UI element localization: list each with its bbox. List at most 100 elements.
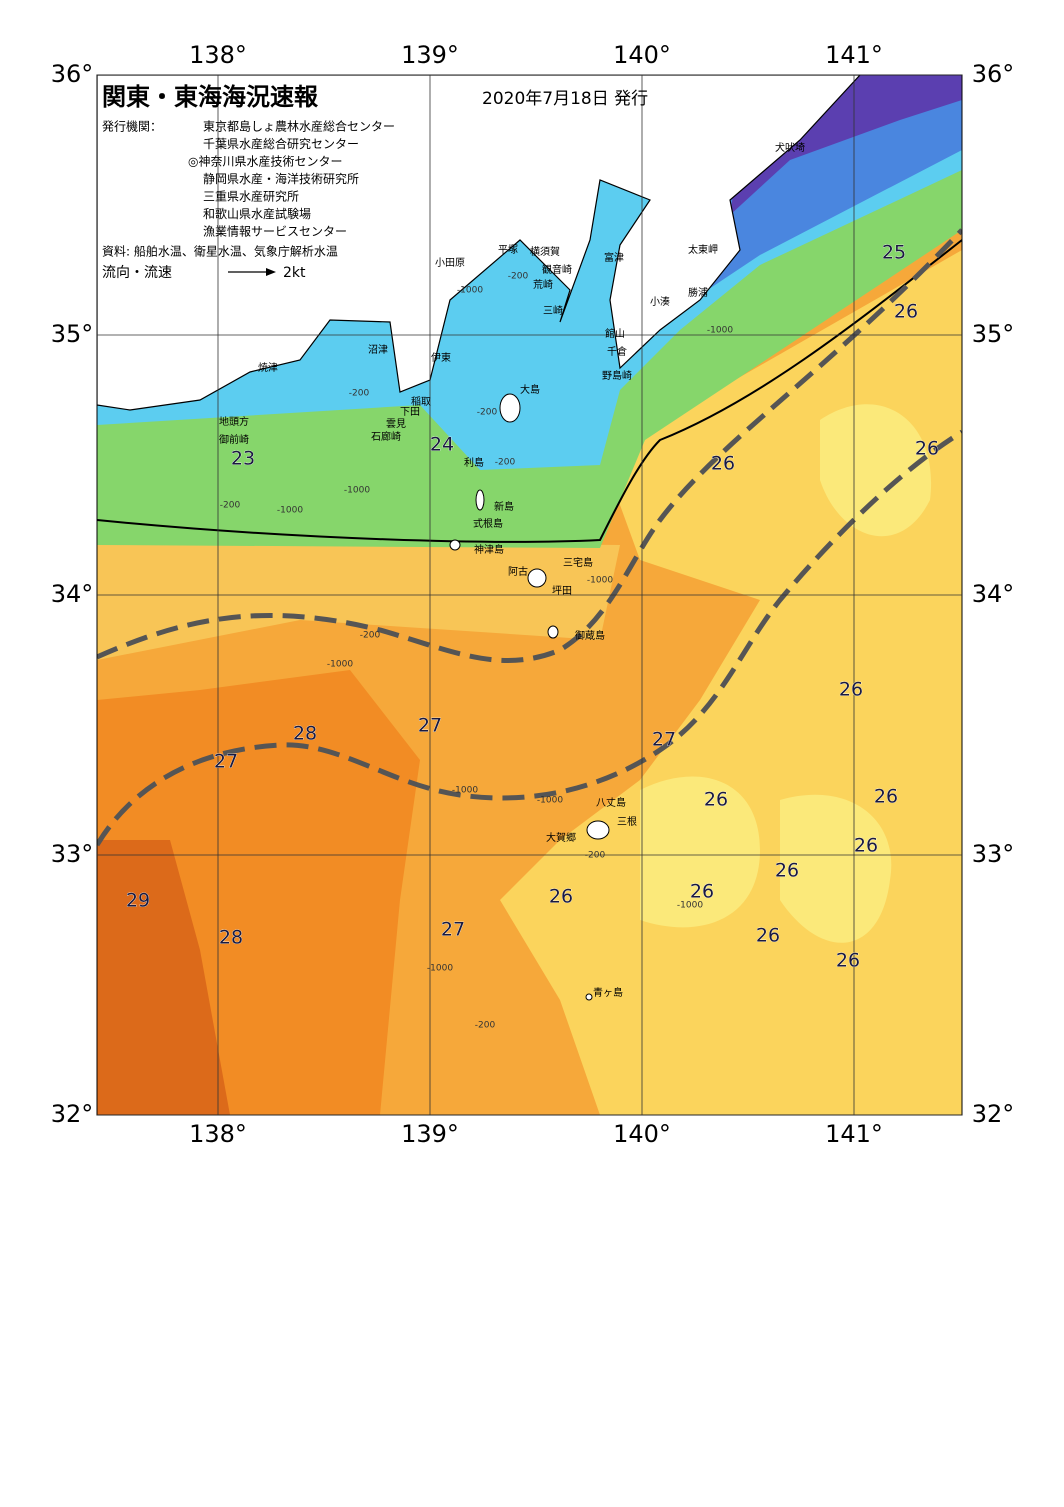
lon-label-bottom: 138°: [189, 1120, 247, 1148]
place-name: 沼津: [368, 343, 388, 356]
place-name: 小田原: [435, 257, 465, 269]
place-name: 横須賀: [530, 245, 560, 258]
place-name: 焼津: [258, 362, 278, 374]
issuer: 漁業情報サービスセンター: [203, 225, 347, 239]
place-name: 阿古: [508, 565, 528, 578]
place-name: 地頭方: [219, 415, 249, 428]
place-name: 犬吠埼: [775, 141, 805, 154]
issuer: ◎神奈川県水産技術センター: [188, 154, 342, 169]
temperature-label: 26: [756, 925, 780, 947]
place-name: 館山: [605, 327, 625, 340]
depth-label: -200: [360, 631, 381, 641]
place-name: 稲取: [411, 396, 431, 408]
temperature-label: 27: [652, 729, 676, 751]
place-name: 御前崎: [219, 433, 249, 446]
legend-arrowhead: [266, 268, 276, 276]
place-name: 下田: [400, 407, 420, 418]
lat-label-right: 34°: [972, 580, 1015, 608]
issuer: 静岡県水産・海洋技術研究所: [203, 171, 359, 186]
place-name: 神津島: [474, 543, 504, 556]
temperature-label: 26: [874, 786, 898, 808]
temperature-label: 27: [214, 751, 238, 773]
grid: [97, 74, 962, 1116]
place-name: 御蔵島: [575, 629, 605, 642]
depth-label: -200: [477, 408, 498, 418]
depth-label: -200: [508, 272, 529, 282]
temperature-label: 27: [418, 715, 442, 737]
lon-label-top: 139°: [401, 41, 459, 69]
depth-label: -1000: [707, 326, 733, 336]
depth-label: -1000: [537, 796, 563, 806]
temperature-label: 26: [775, 860, 799, 882]
temperature-label: 25: [882, 242, 906, 264]
source: 資料: 船舶水温、衛星水温、気象庁解析水温: [102, 244, 338, 259]
temperature-label: 28: [293, 723, 317, 745]
place-name: 式根島: [473, 517, 503, 530]
place-name: 坪田: [552, 584, 572, 597]
place-name: 大賀郷: [546, 831, 576, 844]
depth-label: -1000: [427, 964, 453, 974]
depth-label: -200: [349, 389, 370, 399]
legend-label: 流向・流速: [102, 265, 172, 281]
depth-label: -1000: [677, 901, 703, 911]
lat-label-left: 32°: [51, 1100, 94, 1128]
lon-label-top: 138°: [189, 41, 247, 69]
place-name: 観音崎: [542, 263, 572, 276]
place-name: 石廊崎: [371, 430, 401, 443]
place-name: 野島崎: [602, 369, 632, 382]
lon-label-bottom: 140°: [613, 1120, 671, 1148]
temperature-label: 24: [430, 434, 454, 456]
place-name: 青ヶ島: [593, 986, 623, 999]
issuer-label: 発行機関：: [102, 119, 162, 134]
place-name: 新島: [494, 500, 514, 513]
temperature-label: 26: [854, 835, 878, 857]
temperature-label: 26: [836, 950, 860, 972]
depth-label: -1000: [277, 506, 303, 516]
place-name: 小湊: [650, 295, 670, 308]
depth-label: -1000: [452, 786, 478, 796]
place-name: 三根: [617, 815, 637, 828]
temperature-label: 26: [915, 438, 939, 460]
temperature-label: 23: [231, 448, 255, 470]
depth-label: -200: [585, 851, 606, 861]
date: 2020年7月18日 発行: [482, 89, 648, 109]
place-name: 勝浦: [688, 286, 708, 299]
depth-label: -200: [475, 1021, 496, 1031]
place-name: 富津: [604, 251, 624, 264]
lon-label-top: 140°: [613, 41, 671, 69]
lat-label-left: 35°: [51, 320, 94, 348]
lat-label-left: 34°: [51, 580, 94, 608]
issuer: 和歌山県水産試験場: [203, 206, 311, 221]
place-name: 太東岬: [688, 243, 718, 256]
lat-label-right: 32°: [972, 1100, 1015, 1128]
lon-label-bottom: 139°: [401, 1120, 459, 1148]
depth-label: -1000: [344, 486, 370, 496]
temperature-label: 26: [690, 881, 714, 903]
issuer: 千葉県水産総合研究センター: [203, 136, 359, 151]
sea-surface: [97, 75, 962, 1115]
depth-label: -200: [495, 458, 516, 468]
issuer: 三重県水産研究所: [203, 189, 299, 204]
temperature-label: 26: [549, 886, 573, 908]
place-name: 大島: [520, 383, 540, 396]
place-name: 千倉: [607, 345, 627, 358]
temperature-label: 29: [126, 890, 150, 912]
lat-label-right: 33°: [972, 840, 1015, 868]
temperature-label: 26: [704, 789, 728, 811]
title: 関東・東海海況速報: [102, 83, 319, 111]
place-name: 八丈島: [596, 796, 626, 809]
lat-label-right: 36°: [972, 60, 1015, 88]
place-name: 荒崎: [533, 278, 553, 291]
temperature-label: 26: [711, 453, 735, 475]
place-name: 平塚: [498, 244, 518, 256]
temperature-label: 28: [219, 927, 243, 949]
issuer: 東京都島しょ農林水産総合センター: [203, 119, 395, 134]
lat-label-left: 33°: [51, 840, 94, 868]
depth-label: -1000: [587, 576, 613, 586]
place-name: 伊東: [431, 351, 451, 364]
lat-label-left: 36°: [51, 60, 94, 88]
place-name: 三宅島: [563, 556, 593, 569]
place-name: 利島: [464, 456, 484, 469]
legend-speed: 2kt: [283, 265, 306, 281]
